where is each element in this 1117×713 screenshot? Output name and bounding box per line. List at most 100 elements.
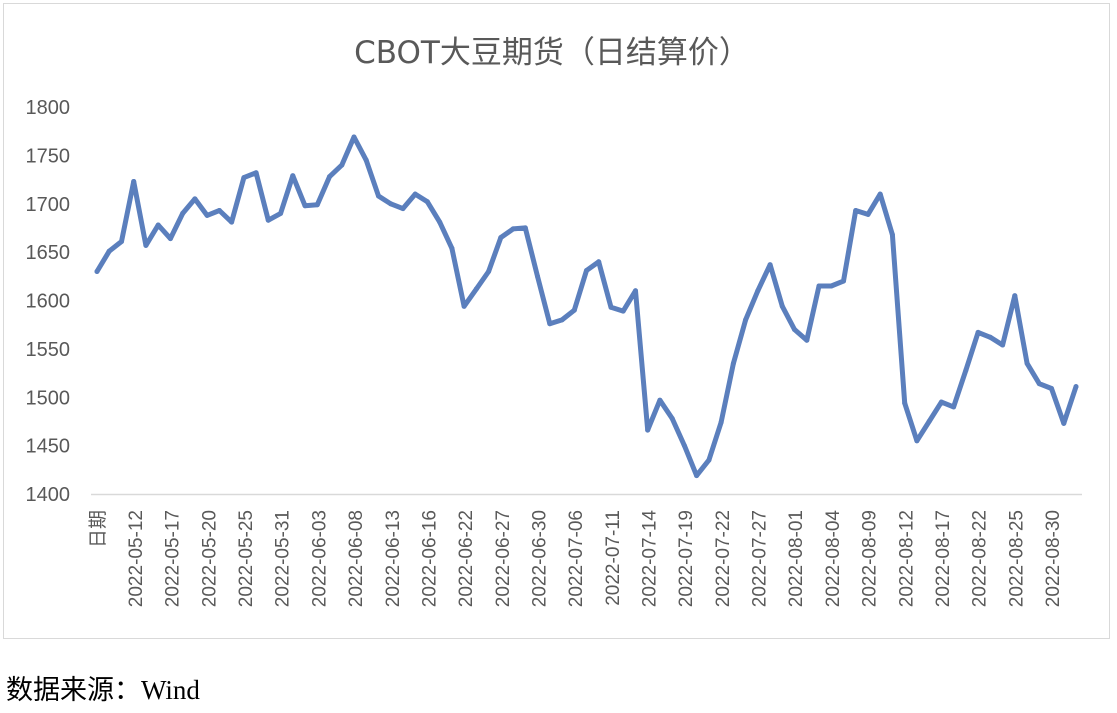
y-tick-label: 1400: [26, 484, 71, 506]
data-point: [522, 225, 528, 231]
data-point: [902, 400, 908, 406]
x-tick-label: 2022-08-17: [933, 510, 954, 607]
data-point: [620, 308, 626, 314]
x-tick-label: 2022-06-27: [493, 510, 514, 607]
data-point: [412, 191, 418, 197]
data-point: [779, 303, 785, 309]
data-point: [694, 473, 700, 479]
data-point: [559, 317, 565, 323]
data-point: [841, 278, 846, 284]
data-point: [938, 399, 944, 405]
data-point: [204, 212, 210, 218]
data-point: [633, 288, 638, 294]
x-tick-label: 2022-06-08: [346, 510, 367, 607]
x-tick-label: 2022-08-01: [786, 510, 807, 607]
data-point: [767, 262, 773, 268]
data-point: [290, 173, 296, 179]
data-point: [302, 203, 308, 209]
data-point: [608, 304, 614, 310]
data-point: [486, 269, 492, 274]
data-point: [498, 235, 504, 241]
data-point: [241, 175, 247, 181]
x-tick-label: 2022-06-30: [529, 510, 550, 607]
x-tick-label: 2022-05-12: [126, 510, 147, 607]
data-point: [449, 245, 455, 251]
x-tick-label: 2022-08-30: [1043, 510, 1064, 607]
data-point: [461, 303, 467, 309]
chart-title: CBOT大豆期货（日结算价）: [354, 35, 750, 71]
data-point: [167, 236, 173, 242]
data-point: [180, 210, 186, 216]
data-point: [339, 162, 345, 168]
data-point: [755, 288, 761, 294]
x-tick-label: 2022-08-04: [823, 510, 844, 608]
data-point: [192, 196, 198, 202]
data-point: [229, 219, 235, 225]
x-tick-label: 2022-08-12: [896, 510, 917, 607]
data-point: [926, 418, 932, 424]
data-point: [106, 248, 112, 254]
data-point: [669, 416, 675, 421]
data-point: [951, 404, 957, 410]
data-point: [314, 202, 320, 208]
data-point: [1061, 420, 1067, 426]
data-point: [645, 427, 651, 433]
data-point: [400, 206, 406, 212]
data-point: [706, 457, 712, 463]
data-point: [877, 191, 883, 197]
data-point: [1073, 384, 1079, 390]
y-tick-label: 1700: [26, 194, 71, 216]
y-tick-label: 1650: [26, 242, 71, 264]
data-point: [351, 134, 357, 140]
data-point: [743, 317, 749, 323]
data-point: [571, 307, 577, 313]
data-point: [473, 286, 479, 292]
data-point: [253, 170, 259, 176]
x-tick-label: 2022-06-03: [309, 510, 330, 607]
chart: CBOT大豆期货（日结算价） 1400145015001550160016501…: [26, 35, 1082, 608]
y-tick-label: 1450: [26, 436, 71, 458]
data-point: [987, 334, 993, 340]
data-point: [437, 219, 443, 225]
data-point: [327, 174, 332, 180]
data-point: [975, 329, 981, 335]
data-point: [363, 157, 369, 163]
x-tick-label: 2022-05-25: [236, 510, 257, 607]
data-point: [510, 226, 516, 232]
data-point: [119, 239, 124, 244]
data-point: [376, 193, 381, 199]
data-point: [143, 242, 149, 248]
data-point: [853, 208, 859, 213]
x-tick-label: 2022-06-16: [419, 510, 440, 607]
source-note: 数据来源：Wind: [6, 675, 200, 705]
data-point: [547, 321, 553, 327]
x-tick-label: 2022-05-17: [163, 510, 184, 607]
x-tick-label: 2022-07-06: [566, 510, 587, 607]
data-point: [804, 337, 810, 343]
series-line: [94, 134, 1079, 479]
x-tick-label: 2022-07-22: [713, 510, 734, 607]
data-point: [718, 419, 724, 425]
x-tick-label: 2022-08-09: [860, 510, 881, 607]
x-tick-label: 2022-07-19: [676, 510, 697, 607]
data-point: [94, 269, 100, 274]
data-point: [657, 397, 663, 403]
data-point: [584, 268, 589, 273]
data-point: [265, 217, 271, 223]
y-tick-label: 1500: [26, 387, 71, 409]
data-point: [730, 360, 736, 366]
data-point: [828, 283, 834, 289]
data-point: [1012, 293, 1018, 299]
x-tick-label: 2022-06-22: [456, 510, 477, 607]
data-point: [388, 201, 394, 207]
data-point: [424, 199, 430, 205]
data-point: [681, 443, 687, 449]
data-point: [1049, 386, 1054, 391]
y-tick-label: 1800: [26, 97, 71, 119]
x-axis-labels: 日期 2022-05-12 2022-05-17 2022-05-20 2022-05-…: [87, 510, 1064, 608]
x-tick-label: 2022-07-27: [750, 510, 771, 607]
x-tick-label: 日期: [87, 510, 109, 548]
y-axis-ticks: 1400 1450 1500 1550 1600 1650 1700 1750 1800: [26, 97, 71, 506]
data-point: [792, 327, 797, 332]
data-point: [535, 273, 540, 279]
